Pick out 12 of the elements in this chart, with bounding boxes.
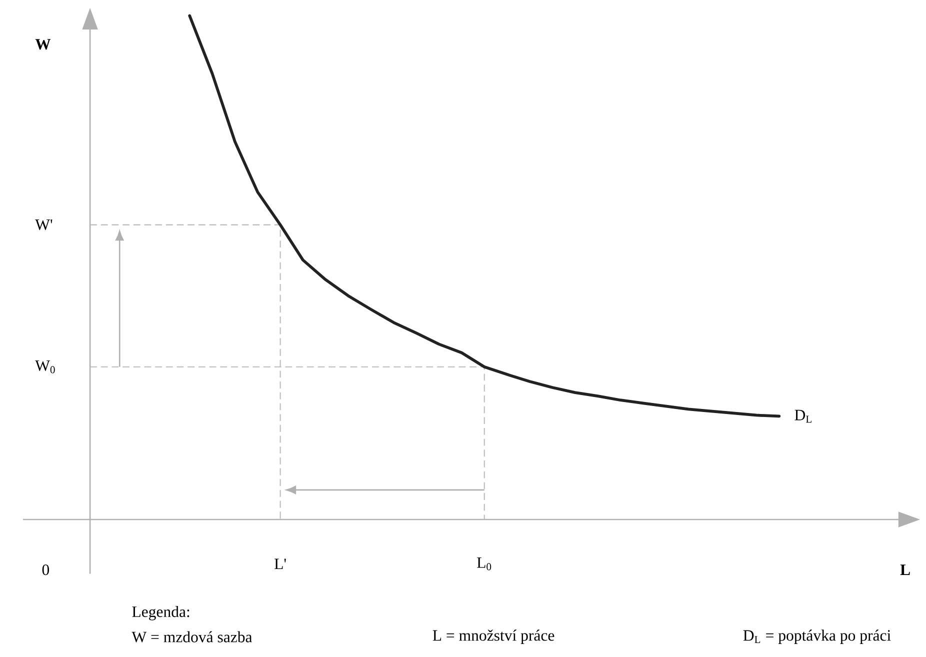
text: W [35,39,51,50]
x-tick-label: L$_{0}$ [477,558,492,570]
series-label: D$_{L}$ [794,410,812,423]
text: W = mzdová sazba [132,631,252,643]
x-tick-label: L' [274,558,286,570]
text: L [900,564,910,576]
text: L = množství práce [432,630,554,644]
text: D$_{L}$ = poptávka po práci [743,630,891,644]
text: Legenda: [132,606,190,621]
ref-line-label: W' [35,220,52,230]
ref-line-label: W$_{0}$ [35,360,55,374]
text: 0 [42,564,50,576]
